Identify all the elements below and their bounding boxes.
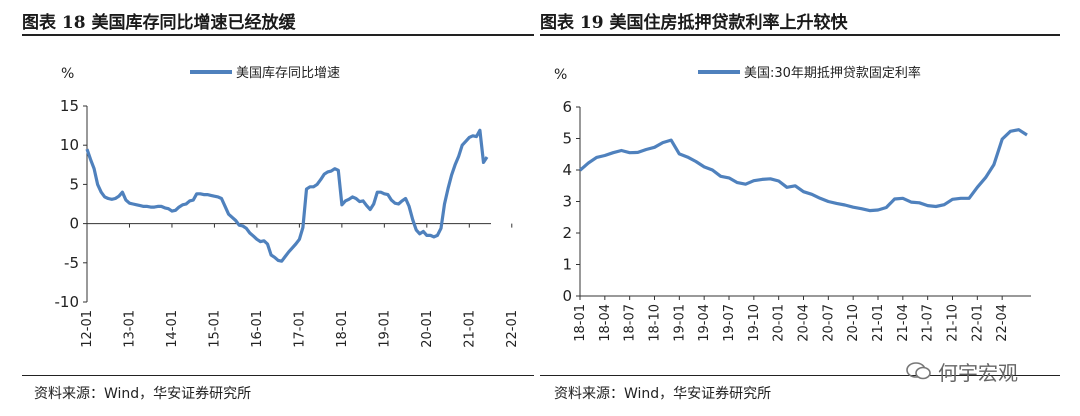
right-series-line bbox=[578, 128, 1028, 213]
left-y-tick-label: -5 bbox=[64, 254, 79, 272]
left-chart-title: 图表 18 美国库存同比增速已经放缓 bbox=[22, 13, 296, 33]
right-y-tick-label: 1 bbox=[562, 256, 572, 274]
right-x-tick-label: 21-01 bbox=[871, 304, 886, 342]
left-x-tick-label: 17-01 bbox=[292, 310, 307, 348]
right-y-tick-label: 6 bbox=[562, 98, 572, 116]
right-x-tick-label: 21-10 bbox=[946, 304, 961, 342]
right-x-tick-label: 20-10 bbox=[846, 304, 861, 342]
left-chart-panel: 图表 18 美国库存同比增速已经放缓 % 15 10 5 0 -5 -10 12-01 13-0… bbox=[22, 13, 534, 402]
right-chart-source: 资料来源：Wind，华安证券研究所 bbox=[554, 386, 772, 402]
right-x-tick-label: 18-10 bbox=[648, 304, 663, 342]
right-legend-label: 美国:30年期抵押贷款固定利率 bbox=[744, 65, 921, 81]
left-y-tick-label: 10 bbox=[60, 136, 79, 154]
left-x-tick-label: 22-01 bbox=[505, 310, 520, 348]
left-x-tick-label: 20-01 bbox=[420, 310, 435, 348]
right-x-tick-label: 21-07 bbox=[921, 304, 936, 342]
left-chart-source: 资料来源：Wind，华安证券研究所 bbox=[34, 386, 252, 402]
right-y-tick-label: 4 bbox=[562, 161, 572, 179]
left-title-rule bbox=[22, 34, 534, 36]
right-y-tick-label: 5 bbox=[562, 130, 572, 148]
right-x-tick-label: 20-01 bbox=[772, 304, 787, 342]
left-y-tick-label: 5 bbox=[69, 175, 79, 193]
right-x-tick-label: 19-07 bbox=[722, 304, 737, 342]
right-title-rule bbox=[540, 34, 1060, 36]
left-series-line bbox=[85, 128, 489, 263]
right-x-tick-label: 21-04 bbox=[896, 304, 911, 342]
right-y-tick-label: 3 bbox=[562, 193, 572, 211]
right-chart-title: 图表 19 美国住房抵押贷款利率上升较快 bbox=[540, 13, 848, 33]
left-x-tick-label: 21-01 bbox=[462, 310, 477, 348]
left-y-tick-label: 0 bbox=[69, 215, 79, 233]
left-x-tick-label: 13-01 bbox=[122, 310, 137, 348]
left-x-tick-label: 19-01 bbox=[377, 310, 392, 348]
right-y-tick-label: 2 bbox=[562, 224, 572, 242]
watermark-text: 何宇宏观 bbox=[938, 361, 1018, 385]
left-x-tick-label: 14-01 bbox=[165, 310, 180, 348]
right-x-tick-label: 18-01 bbox=[573, 304, 588, 342]
left-legend-label: 美国库存同比增速 bbox=[236, 65, 340, 81]
right-chart-panel: 图表 19 美国住房抵押贷款利率上升较快 % 6 5 4 3 2 1 0 18-01 18-04 1… bbox=[540, 0, 1080, 416]
right-x-tick-label: 22-01 bbox=[970, 304, 985, 342]
right-y-unit: % bbox=[554, 67, 567, 83]
left-x-tick-label: 16-01 bbox=[250, 310, 265, 348]
right-x-tick-label: 19-01 bbox=[672, 304, 687, 342]
right-x-tick-label: 19-04 bbox=[697, 304, 712, 342]
right-x-tick-label: 20-04 bbox=[797, 304, 812, 342]
left-y-tick-label: 15 bbox=[60, 97, 79, 115]
right-x-tick-label: 18-04 bbox=[598, 304, 613, 342]
right-x-tick-label: 19-10 bbox=[747, 304, 762, 342]
right-x-tick-label: 20-07 bbox=[821, 304, 836, 342]
left-x-tick-label: 12-01 bbox=[80, 310, 95, 348]
right-y-tick-label: 0 bbox=[562, 287, 572, 305]
left-y-unit: % bbox=[61, 66, 74, 82]
right-chart-svg: % 6 5 4 3 2 1 018-01 18-04 18-07 18-10 19-01 19-04 19… bbox=[554, 65, 1031, 342]
left-y-tick-label: -10 bbox=[55, 293, 80, 311]
left-x-tick-label: 15-01 bbox=[207, 310, 222, 348]
wechat-icon bbox=[906, 362, 931, 380]
right-x-tick-label: 18-07 bbox=[623, 304, 638, 342]
left-x-tick-label: 18-01 bbox=[335, 310, 350, 348]
right-x-tick-label: 22-04 bbox=[995, 304, 1010, 342]
right-source-rule bbox=[540, 375, 1060, 376]
left-source-rule bbox=[22, 375, 534, 376]
